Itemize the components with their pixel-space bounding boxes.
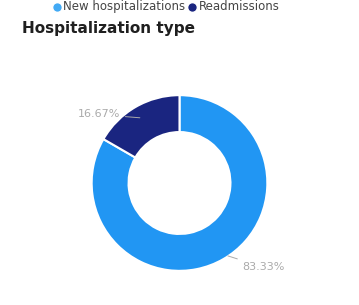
Wedge shape [103,95,180,158]
Wedge shape [92,95,267,271]
Text: 16.67%: 16.67% [78,109,140,120]
Text: 83.33%: 83.33% [228,256,285,272]
Legend: New hospitalizations, Readmissions: New hospitalizations, Readmissions [49,0,284,18]
Text: Hospitalization type: Hospitalization type [22,21,195,36]
